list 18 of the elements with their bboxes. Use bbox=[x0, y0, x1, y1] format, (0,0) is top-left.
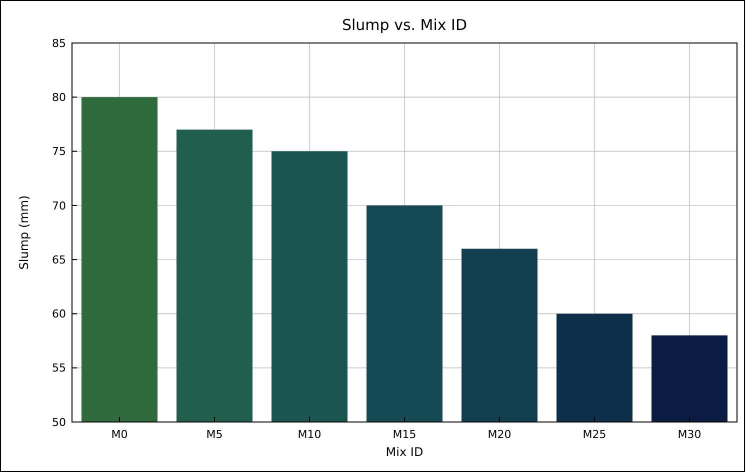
y-tick-label: 85 bbox=[52, 36, 66, 50]
y-tick-label: 65 bbox=[52, 253, 66, 266]
x-axis-title: Mix ID bbox=[386, 445, 424, 459]
x-tick-label: M30 bbox=[678, 428, 702, 441]
y-tick-label: 60 bbox=[52, 308, 66, 321]
chart-title: Slump vs. Mix ID bbox=[342, 16, 468, 34]
x-tick-label: M20 bbox=[488, 428, 512, 441]
y-tick-label: 70 bbox=[52, 199, 66, 212]
y-axis-title: Slump (mm) bbox=[17, 195, 31, 270]
x-tick-label: M0 bbox=[111, 428, 128, 441]
x-tick-label: M25 bbox=[582, 428, 606, 441]
x-tick-label: M10 bbox=[298, 428, 322, 441]
y-tick-label: 50 bbox=[52, 416, 66, 429]
y-tick-label: 75 bbox=[52, 145, 66, 158]
x-tick-label: M15 bbox=[392, 428, 416, 441]
y-tick-label: 80 bbox=[52, 90, 66, 104]
y-tick-label: 55 bbox=[52, 362, 66, 375]
x-tick-label: M5 bbox=[206, 428, 223, 441]
